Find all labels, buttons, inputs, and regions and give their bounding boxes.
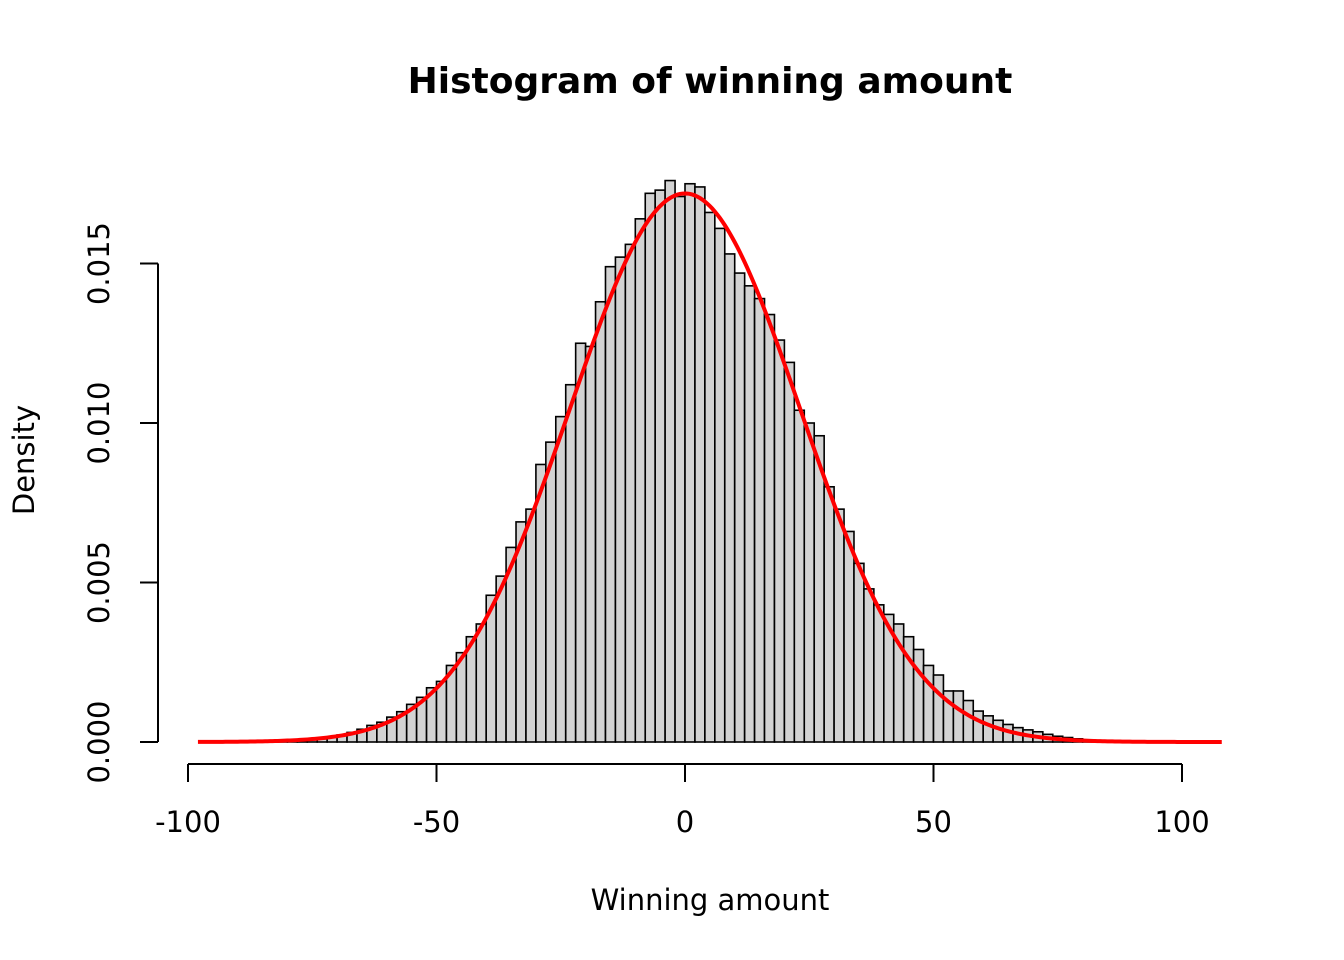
histogram-bar — [604, 265, 617, 743]
histogram-bar — [554, 415, 567, 743]
normal-density-curve — [197, 191, 1222, 744]
histogram-bar — [545, 441, 557, 743]
histogram-bar — [495, 575, 507, 743]
x-axis-label: Winning amount — [591, 883, 830, 917]
histogram-bar — [644, 192, 656, 743]
histogram-bar — [594, 300, 607, 743]
histogram-bar — [704, 211, 716, 743]
histogram-bar — [664, 179, 676, 743]
x-tick-label: 100 — [1154, 805, 1209, 839]
histogram-bar — [823, 485, 835, 743]
histogram-bar — [624, 243, 637, 743]
histogram-bar — [574, 342, 587, 743]
histogram-bar — [535, 463, 547, 743]
histogram-bar — [714, 227, 726, 743]
histogram-bar — [564, 383, 577, 743]
histogram-bar — [962, 699, 975, 743]
histogram-bar — [684, 182, 696, 743]
y-axis: 0.000 0.005 0.010 0.015 — [82, 222, 159, 784]
histogram-bar — [435, 680, 448, 743]
histogram-bar — [733, 272, 746, 743]
histogram-bars — [266, 179, 1163, 743]
histogram-bar — [525, 508, 537, 743]
histogram-bar — [634, 218, 647, 743]
y-tick-label: 0.015 — [82, 222, 116, 305]
histogram-bar — [584, 345, 597, 743]
x-tick-label: 0 — [676, 805, 694, 839]
x-tick-label: -100 — [155, 805, 221, 839]
histogram-bar — [743, 285, 756, 743]
x-axis: -100 -50 0 50 100 — [155, 763, 1210, 839]
histogram-bar — [694, 186, 706, 743]
y-tick-label: 0.000 — [82, 700, 116, 783]
x-tick-label: 50 — [915, 805, 952, 839]
histogram-bar — [753, 297, 766, 743]
histogram-bar — [873, 604, 885, 743]
histogram-bar — [763, 313, 776, 743]
histogram-bar — [475, 623, 488, 743]
histogram-bar — [654, 189, 666, 743]
y-axis-label: Density — [7, 405, 41, 515]
histogram-bar — [773, 339, 786, 743]
histogram-bar — [723, 253, 736, 743]
histogram-bar — [813, 434, 825, 743]
histogram-bar — [982, 715, 994, 743]
chart-title: Histogram of winning amount — [408, 61, 1013, 102]
histogram-bar — [783, 361, 796, 743]
histogram-bar — [843, 530, 855, 743]
histogram-bar — [912, 648, 925, 743]
x-tick-label: -50 — [413, 805, 460, 839]
histogram-bar — [614, 256, 627, 743]
histogram-bar — [853, 562, 865, 743]
y-tick-label: 0.005 — [82, 541, 116, 624]
histogram-bar — [833, 508, 845, 743]
histogram-bar — [972, 710, 985, 743]
histogram-bar — [952, 690, 965, 743]
histogram-bar — [932, 674, 945, 743]
y-tick-label: 0.010 — [82, 381, 116, 464]
histogram-bar — [803, 422, 816, 743]
histogram-bar — [863, 588, 875, 743]
histogram-bar — [674, 195, 686, 743]
histogram-bar — [793, 409, 806, 743]
